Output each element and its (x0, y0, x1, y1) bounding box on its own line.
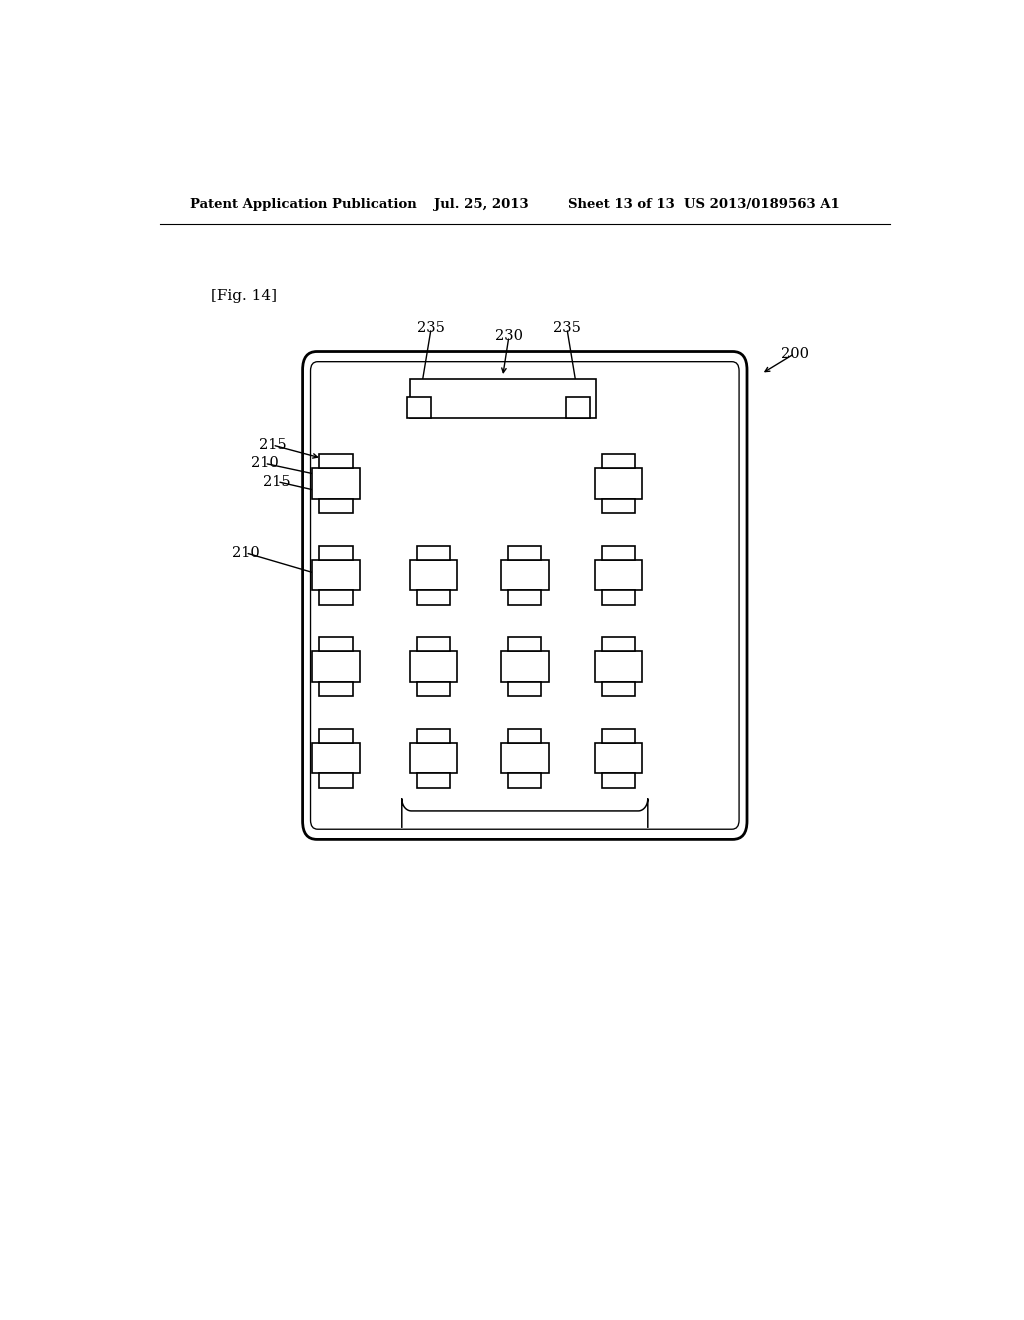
Bar (508, 638, 542, 651)
Bar (319, 729, 352, 743)
Bar (319, 682, 352, 696)
Bar (595, 651, 642, 682)
Bar (312, 469, 359, 499)
Text: 200: 200 (780, 347, 809, 360)
Bar (417, 590, 451, 605)
Bar (319, 774, 352, 788)
Bar (595, 743, 642, 774)
Text: US 2013/0189563 A1: US 2013/0189563 A1 (684, 198, 840, 211)
FancyBboxPatch shape (303, 351, 748, 840)
Bar (602, 499, 635, 513)
Text: 235: 235 (553, 321, 581, 335)
Bar (319, 499, 352, 513)
Bar (602, 682, 635, 696)
Bar (410, 743, 458, 774)
Bar (602, 454, 635, 469)
Bar (602, 638, 635, 651)
Bar (602, 729, 635, 743)
Bar (595, 560, 642, 590)
Bar (417, 545, 451, 560)
Text: Jul. 25, 2013: Jul. 25, 2013 (433, 198, 528, 211)
Bar (319, 454, 352, 469)
Text: Patent Application Publication: Patent Application Publication (189, 198, 417, 211)
Bar (319, 638, 352, 651)
Bar (602, 545, 635, 560)
Bar (319, 545, 352, 560)
Bar (602, 590, 635, 605)
Bar (410, 560, 458, 590)
Bar (312, 651, 359, 682)
Bar (508, 729, 542, 743)
Bar (417, 729, 451, 743)
Text: 235: 235 (417, 321, 445, 335)
Bar (602, 774, 635, 788)
Text: 215: 215 (259, 438, 287, 451)
Text: 210: 210 (231, 545, 259, 560)
Bar (410, 379, 596, 417)
Bar (501, 560, 549, 590)
Text: Sheet 13 of 13: Sheet 13 of 13 (568, 198, 675, 211)
Text: 230: 230 (495, 329, 523, 343)
Text: 210: 210 (251, 457, 279, 470)
Bar (312, 743, 359, 774)
Text: 215: 215 (263, 475, 291, 488)
Bar (408, 397, 431, 417)
Bar (595, 469, 642, 499)
Bar (566, 397, 590, 417)
Bar (508, 682, 542, 696)
Bar (417, 638, 451, 651)
Bar (508, 590, 542, 605)
Text: [Fig. 14]: [Fig. 14] (211, 289, 278, 302)
Bar (417, 682, 451, 696)
Bar (508, 774, 542, 788)
Bar (501, 743, 549, 774)
Bar (319, 590, 352, 605)
Bar (410, 651, 458, 682)
Bar (501, 651, 549, 682)
Bar (417, 774, 451, 788)
Bar (508, 545, 542, 560)
Bar (312, 560, 359, 590)
